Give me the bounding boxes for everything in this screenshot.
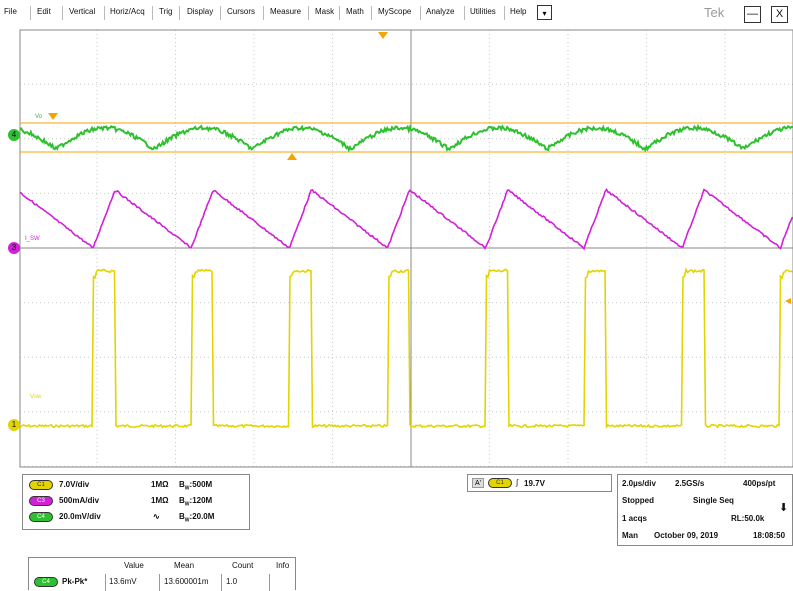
menu-utilities[interactable]: Utilities bbox=[470, 7, 496, 16]
acquisition-panel[interactable]: 2.0µs/div 2.5GS/s 400ps/pt Stopped Singl… bbox=[617, 474, 793, 546]
channel-scale-c4: 20.0mV/div bbox=[59, 512, 101, 521]
ch4-ground-marker[interactable]: 4 bbox=[8, 129, 20, 141]
menu-separator bbox=[263, 6, 264, 20]
menu-file[interactable]: File bbox=[4, 7, 17, 16]
menu-separator bbox=[308, 6, 309, 20]
menu-separator bbox=[220, 6, 221, 20]
cursor-marker-upper[interactable] bbox=[48, 113, 58, 120]
trace-ch4 bbox=[19, 123, 793, 153]
menu-display[interactable]: Display bbox=[187, 7, 214, 16]
ch3-trace-label: I_SW bbox=[25, 236, 40, 242]
trace-ch1 bbox=[19, 267, 793, 430]
channel-scale-c1: 7.0V/div bbox=[59, 480, 90, 489]
menu-trig[interactable]: Trig bbox=[159, 7, 173, 16]
ch1-ground-marker[interactable]: 1 bbox=[8, 419, 20, 431]
menu-separator bbox=[504, 6, 505, 20]
menu-vertical[interactable]: Vertical bbox=[69, 7, 96, 16]
cursor-marker-lower[interactable] bbox=[287, 153, 297, 160]
measurement-mean: 13.600001m bbox=[164, 577, 209, 586]
menu-analyze[interactable]: Analyze bbox=[426, 7, 455, 16]
down-arrow-icon: ⬇ bbox=[779, 502, 789, 514]
channel-coupling-c1: 1MΩ bbox=[151, 480, 169, 489]
menu-separator bbox=[62, 6, 63, 20]
channel-badge-c4: C4 bbox=[29, 512, 53, 522]
channel-badge-c3: C3 bbox=[29, 496, 53, 506]
trigger-mode: Man bbox=[622, 531, 638, 540]
channel-bw-c3: BW:120M bbox=[179, 496, 213, 508]
ch3-ground-marker[interactable]: 3 bbox=[8, 242, 20, 254]
trigger-level-marker[interactable] bbox=[785, 298, 791, 304]
channel-bw-c1: BW:500M bbox=[179, 480, 213, 492]
menu-edit[interactable]: Edit bbox=[37, 7, 51, 16]
channel-bw-c4: BW:20.0M bbox=[179, 512, 215, 524]
menu-separator bbox=[464, 6, 465, 20]
measurement-name: Pk-Pk* bbox=[62, 577, 88, 586]
menu-separator bbox=[339, 6, 340, 20]
graticule-frame bbox=[19, 29, 793, 468]
measurement-channel-badge: C4 bbox=[34, 577, 58, 587]
record-length: RL:50.0k bbox=[731, 514, 765, 523]
acquisition-count: 1 acqs bbox=[622, 514, 647, 523]
channel-badge-c1: C1 bbox=[29, 480, 53, 490]
trigger-channel-badge: C1 bbox=[488, 478, 512, 488]
measurement-count: 1.0 bbox=[226, 577, 238, 586]
menu-separator bbox=[179, 6, 180, 20]
minimize-button[interactable]: — bbox=[744, 6, 761, 23]
tek-logo: Tek bbox=[704, 5, 725, 20]
trigger-slope-icon: ∫ bbox=[516, 478, 519, 487]
graticule-grid bbox=[19, 29, 793, 468]
menu-separator bbox=[104, 6, 105, 20]
trace-ch3 bbox=[19, 187, 793, 251]
menu-bar: File Edit Vertical Horiz/Acq Trig Displa… bbox=[0, 0, 793, 28]
trigger-mode-badge: A' bbox=[472, 478, 484, 488]
measurement-header-count: Count bbox=[232, 561, 254, 570]
acquisition-time: 18:08:50 bbox=[753, 531, 786, 540]
menu-cursors[interactable]: Cursors bbox=[227, 7, 256, 16]
menu-separator bbox=[420, 6, 421, 20]
measurement-value: 13.6mV bbox=[109, 577, 137, 586]
menu-myscope[interactable]: MyScope bbox=[378, 7, 412, 16]
menu-separator bbox=[152, 6, 153, 20]
acquisition-state: Stopped bbox=[622, 496, 654, 505]
ch4-trace-label: Vo bbox=[35, 114, 43, 120]
close-button[interactable]: X bbox=[771, 6, 788, 23]
menu-separator bbox=[371, 6, 372, 20]
menu-measure[interactable]: Measure bbox=[270, 7, 302, 16]
measurement-header-value: Value bbox=[124, 561, 144, 570]
menu-math[interactable]: Math bbox=[346, 7, 364, 16]
menu-help[interactable]: Help bbox=[510, 7, 527, 16]
measurements-panel: Value Mean Count Info C4 Pk-Pk* 13.6mV 1… bbox=[28, 557, 296, 591]
menu-mask[interactable]: Mask bbox=[315, 7, 335, 16]
sequence-mode: Single Seq bbox=[693, 496, 734, 505]
channel-coupling-c4: ∿ bbox=[153, 512, 160, 521]
channel-settings-panel: C1 7.0V/div 1MΩ BW:500M C3 500mA/div 1MΩ… bbox=[22, 474, 250, 530]
measurement-header-mean: Mean bbox=[174, 561, 195, 570]
trigger-level: 19.7V bbox=[524, 479, 545, 488]
trigger-position-marker[interactable] bbox=[378, 32, 388, 39]
measurement-header-info: Info bbox=[276, 561, 290, 570]
menu-horiz-acq[interactable]: Horiz/Acq bbox=[110, 7, 145, 16]
channel-coupling-c3: 1MΩ bbox=[151, 496, 169, 505]
menu-separator bbox=[30, 6, 31, 20]
menu-dropdown-button[interactable]: ▾ bbox=[537, 5, 552, 20]
ch1-trace-label: Vsw bbox=[30, 394, 42, 400]
channel-scale-c3: 500mA/div bbox=[59, 496, 100, 505]
trigger-panel[interactable]: A' C1 ∫ 19.7V bbox=[467, 474, 612, 492]
time-per-point: 400ps/pt bbox=[743, 479, 776, 488]
acquisition-date: October 09, 2019 bbox=[654, 531, 719, 540]
sample-rate: 2.5GS/s bbox=[675, 479, 705, 488]
timebase: 2.0µs/div bbox=[622, 479, 656, 488]
scope-display[interactable]: Vo I_SW Vsw bbox=[0, 0, 793, 470]
